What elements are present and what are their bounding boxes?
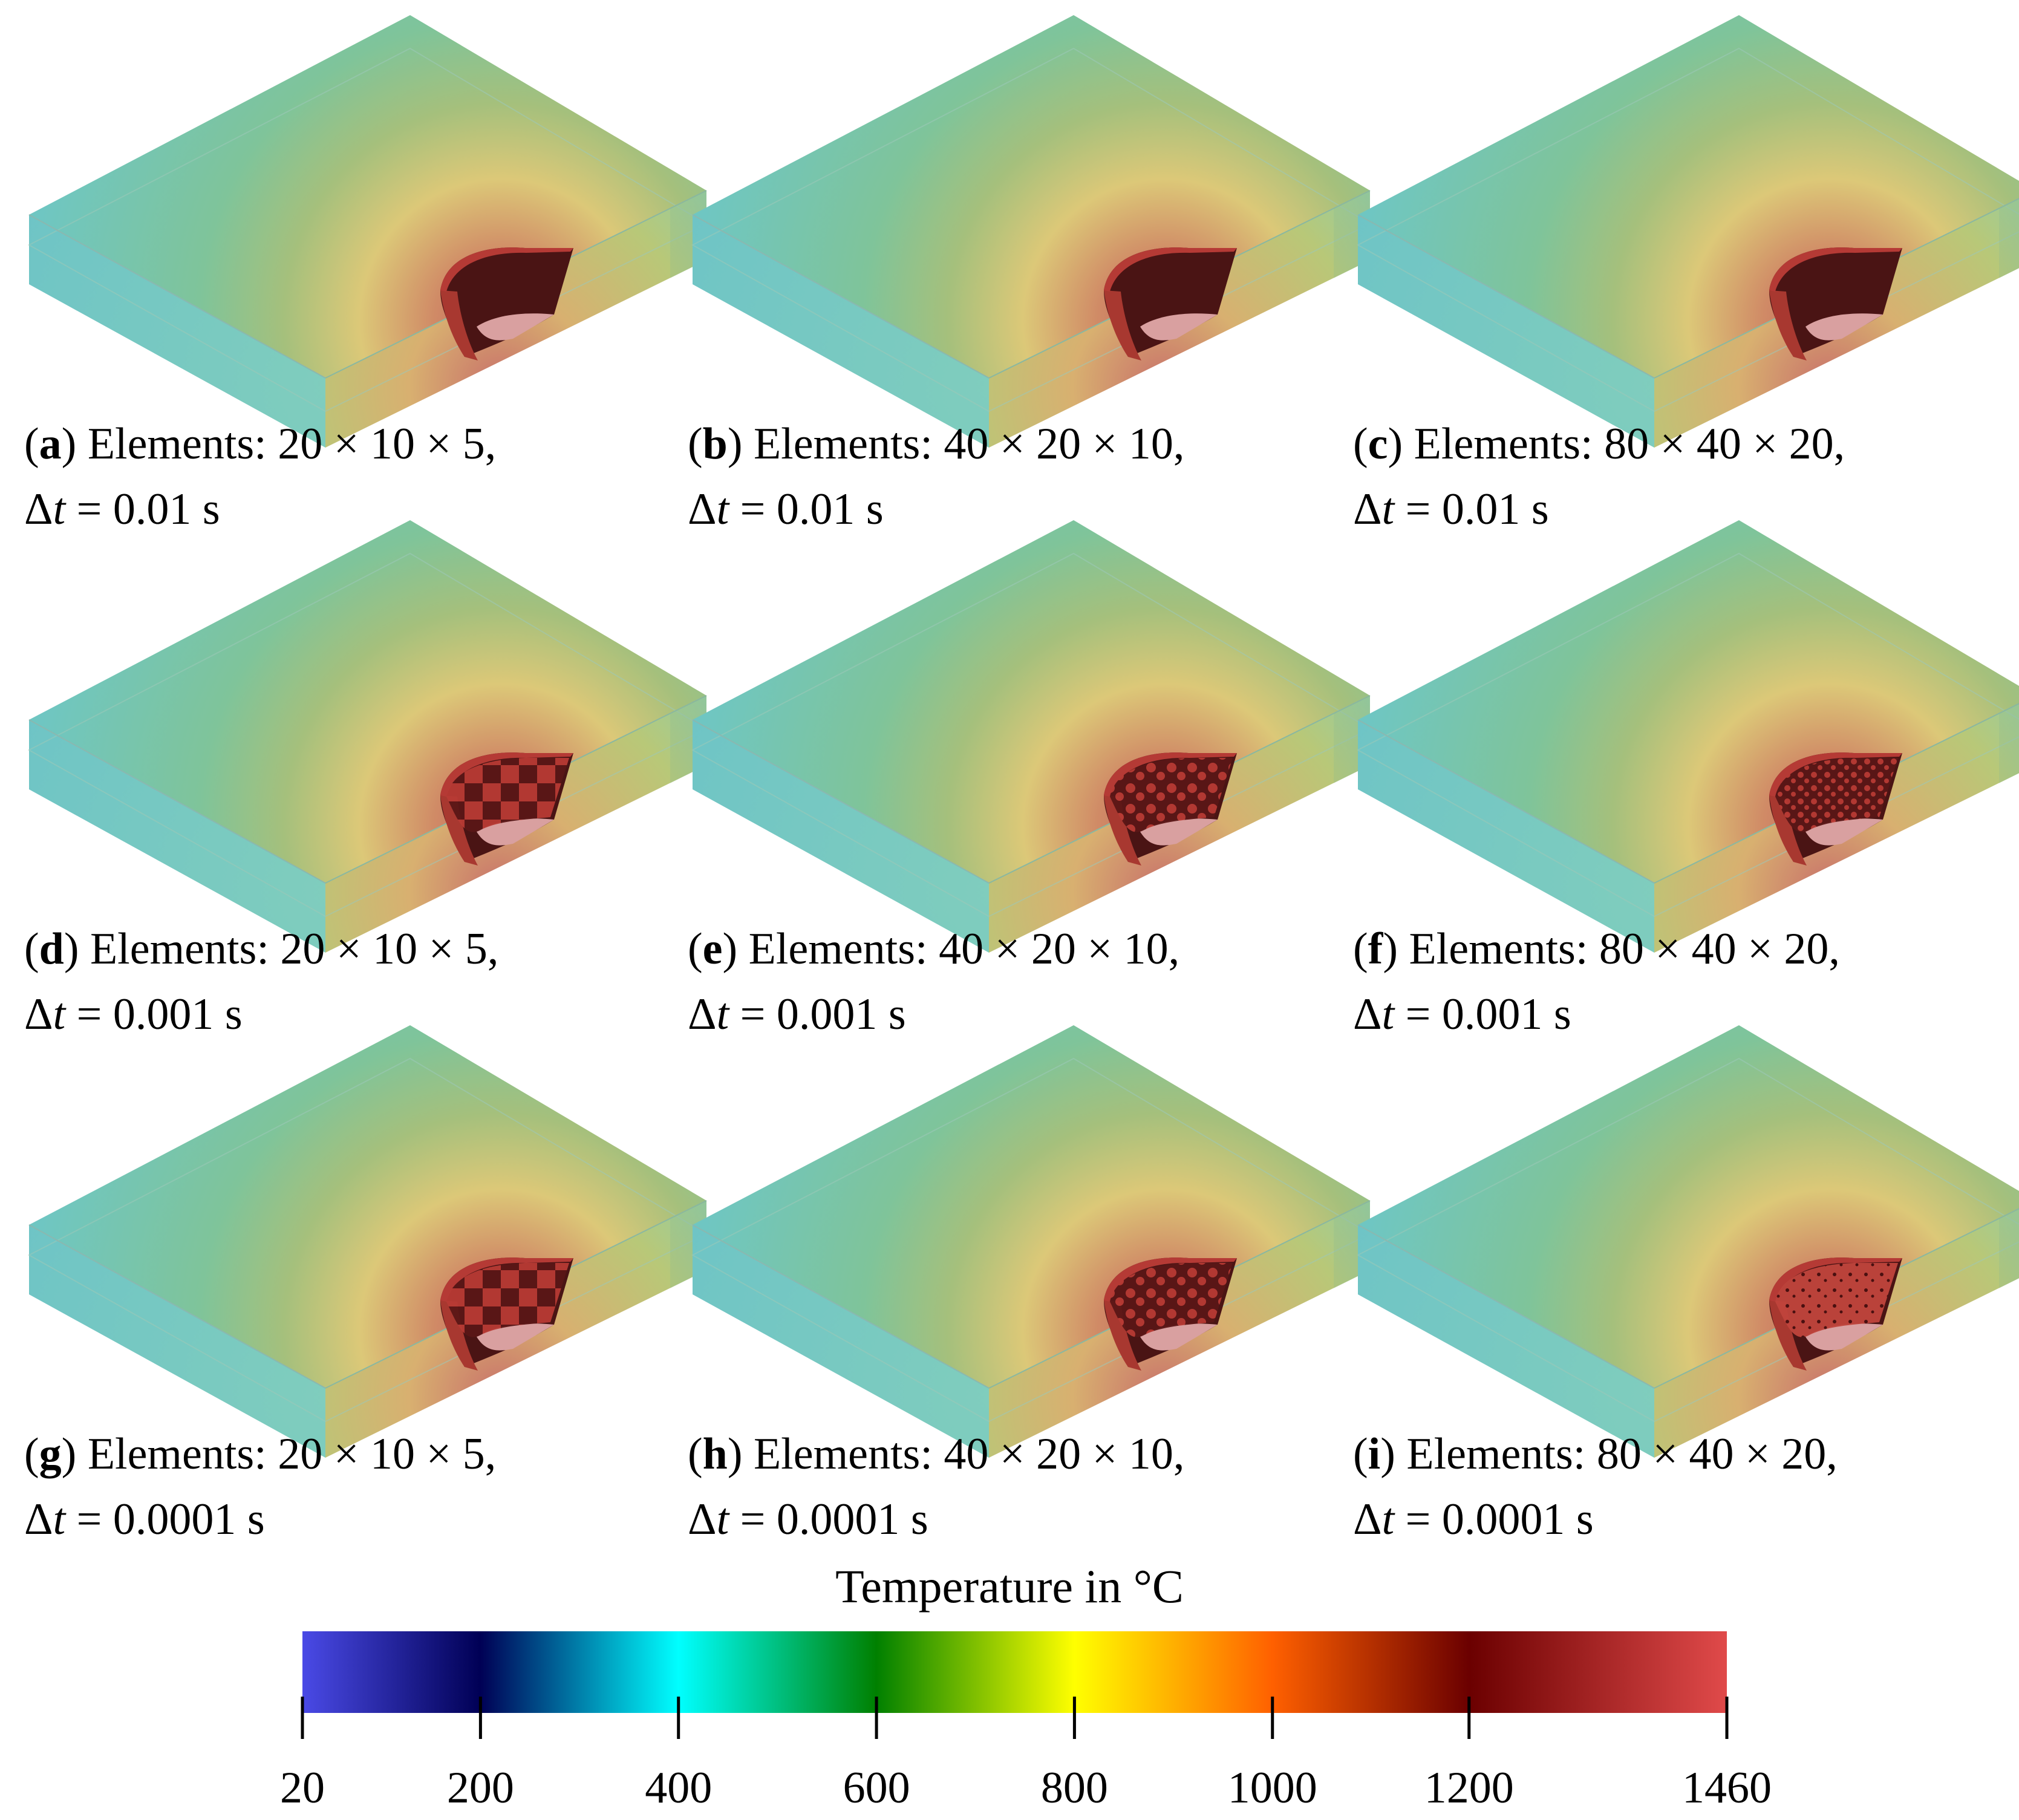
time-step-value: = 0.001 s xyxy=(65,990,243,1039)
colorbar-title: Temperature in °C xyxy=(835,1560,1184,1613)
colorbar-tick-label: 200 xyxy=(447,1763,514,1813)
delta-symbol: Δ xyxy=(24,1495,53,1544)
caption-g: (g) Elements: 20 × 10 × 5, Δt = 0.0001 s xyxy=(24,1429,497,1544)
delta-symbol: Δ xyxy=(688,484,717,534)
time-variable: t xyxy=(716,484,729,534)
elements-label: Elements: xyxy=(1409,924,1588,974)
panel-d-plate xyxy=(28,520,707,953)
elements-value: 40 × 20 × 10, xyxy=(939,924,1180,974)
panel-a-plate xyxy=(28,15,707,448)
time-step-value: = 0.01 s xyxy=(1394,484,1549,534)
elements-label: Elements: xyxy=(87,1429,267,1479)
elements-value: 80 × 40 × 20, xyxy=(1604,419,1845,469)
delta-symbol: Δ xyxy=(24,484,53,534)
simulation-panels xyxy=(28,15,2019,1458)
panel-f-plate xyxy=(1357,520,2019,953)
panel-letter: h xyxy=(702,1429,728,1479)
caption-i: (i) Elements: 80 × 40 × 20, Δt = 0.0001 s xyxy=(1353,1429,1838,1544)
delta-symbol: Δ xyxy=(1353,484,1382,534)
time-step-value: = 0.001 s xyxy=(729,990,906,1039)
panel-letter: b xyxy=(702,419,728,469)
caption-h: (h) Elements: 40 × 20 × 10, Δt = 0.0001 s xyxy=(688,1429,1185,1544)
time-step-value: = 0.0001 s xyxy=(729,1495,928,1544)
elements-value: 20 × 10 × 5, xyxy=(278,419,497,469)
panel-letter: a xyxy=(39,419,62,469)
elements-value: 20 × 10 × 5, xyxy=(278,1429,497,1479)
colorbar-ticks: 20 200 400 600 800 1000 1200 1460 xyxy=(280,1697,1772,1813)
colorbar-gradient xyxy=(302,1631,1727,1713)
elements-value: 80 × 40 × 20, xyxy=(1599,924,1840,974)
time-variable: t xyxy=(716,990,729,1039)
melt-pool-texture xyxy=(1110,758,1233,832)
delta-symbol: Δ xyxy=(1353,990,1382,1039)
time-step-value: = 0.01 s xyxy=(729,484,884,534)
caption-d: (d) Elements: 20 × 10 × 5, Δt = 0.001 s xyxy=(24,924,499,1039)
panel-i-plate xyxy=(1357,1025,2019,1458)
panel-b-plate xyxy=(692,15,1371,448)
caption-e: (e) Elements: 40 × 20 × 10, Δt = 0.001 s xyxy=(688,924,1180,1039)
time-variable: t xyxy=(1381,1495,1395,1544)
time-variable: t xyxy=(53,990,66,1039)
elements-label: Elements: xyxy=(753,1429,933,1479)
time-step-value: = 0.001 s xyxy=(1394,990,1571,1039)
time-step-value: = 0.0001 s xyxy=(1394,1495,1594,1544)
colorbar-tick-label: 1200 xyxy=(1424,1763,1514,1813)
colorbar-tick-label: 1460 xyxy=(1682,1763,1772,1813)
elements-label: Elements: xyxy=(1406,1429,1586,1479)
time-variable: t xyxy=(716,1495,729,1544)
panel-letter: i xyxy=(1368,1429,1381,1479)
caption-c: (c) Elements: 80 × 40 × 20, Δt = 0.01 s xyxy=(1353,419,1845,534)
colorbar-tick-label: 20 xyxy=(280,1763,325,1813)
panel-letter: f xyxy=(1368,924,1383,974)
panel-c-plate xyxy=(1357,15,2019,448)
caption-a: (a) Elements: 20 × 10 × 5, Δt = 0.01 s xyxy=(24,419,497,534)
colorbar-tick-label: 600 xyxy=(843,1763,910,1813)
delta-symbol: Δ xyxy=(1353,1495,1382,1544)
panel-letter: e xyxy=(702,924,723,974)
delta-symbol: Δ xyxy=(24,990,53,1039)
melt-pool-texture xyxy=(1775,1263,1898,1337)
elements-label: Elements: xyxy=(87,419,267,469)
time-step-value: = 0.01 s xyxy=(65,484,220,534)
melt-pool-texture xyxy=(1775,758,1898,832)
delta-symbol: Δ xyxy=(688,1495,717,1544)
colorbar-tick-label: 1000 xyxy=(1228,1763,1317,1813)
panel-g-plate xyxy=(28,1025,707,1458)
caption-f: (f) Elements: 80 × 40 × 20, Δt = 0.001 s xyxy=(1353,924,1840,1039)
panel-letter: d xyxy=(39,924,64,974)
elements-value: 20 × 10 × 5, xyxy=(280,924,499,974)
time-variable: t xyxy=(53,484,66,534)
elements-label: Elements: xyxy=(748,924,928,974)
elements-label: Elements: xyxy=(753,419,933,469)
colorbar-tick-label: 400 xyxy=(645,1763,712,1813)
delta-symbol: Δ xyxy=(688,990,717,1039)
time-step-value: = 0.0001 s xyxy=(65,1495,265,1544)
melt-pool-texture xyxy=(446,758,569,832)
panel-e-plate xyxy=(692,520,1371,953)
colorbar-tick-label: 800 xyxy=(1041,1763,1108,1813)
panel-letter: c xyxy=(1368,419,1388,469)
elements-value: 80 × 40 × 20, xyxy=(1596,1429,1838,1479)
time-variable: t xyxy=(53,1495,66,1544)
caption-b: (b) Elements: 40 × 20 × 10, Δt = 0.01 s xyxy=(688,419,1185,534)
melt-pool-texture xyxy=(1110,1263,1233,1337)
panel-h-plate xyxy=(692,1025,1371,1458)
elements-value: 40 × 20 × 10, xyxy=(944,419,1185,469)
elements-value: 40 × 20 × 10, xyxy=(944,1429,1185,1479)
time-variable: t xyxy=(1381,990,1395,1039)
time-variable: t xyxy=(1381,484,1395,534)
elements-label: Elements: xyxy=(1414,419,1593,469)
elements-label: Elements: xyxy=(90,924,269,974)
melt-pool-texture xyxy=(446,1263,569,1337)
colorbar: 20 200 400 600 800 1000 1200 1460 xyxy=(280,1631,1772,1813)
panel-letter: g xyxy=(39,1429,62,1479)
